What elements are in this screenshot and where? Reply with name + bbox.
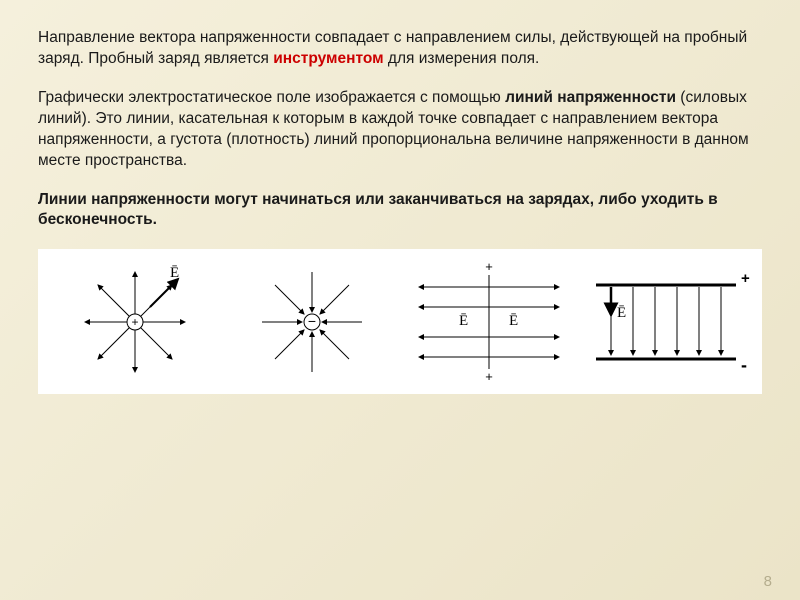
paragraph-3: Линии напряженности могут начинаться или…: [38, 190, 762, 232]
e-label-left: Ē: [459, 313, 468, 329]
figure-row: + Ē −: [38, 249, 762, 394]
paragraph-2: Графически электростатическое поле изобр…: [38, 88, 762, 172]
para2-bold: линий напряженности: [505, 89, 676, 106]
para1-highlight: инструментом: [273, 50, 383, 67]
para2-text-a: Графически электростатическое поле изобр…: [38, 89, 505, 106]
para1-text-b: для измерения поля.: [384, 50, 540, 67]
e-label-1: Ē: [170, 265, 179, 281]
paragraph-1: Направление вектора напряженности совпад…: [38, 28, 762, 70]
top-sign: +: [485, 259, 493, 274]
bottom-sign: +: [485, 369, 493, 384]
plate-bottom-sign: -: [741, 355, 747, 375]
figure-positive-charge: + Ē: [46, 257, 223, 387]
e-label-plate: Ē: [617, 305, 626, 321]
e-label-right: Ē: [509, 313, 518, 329]
page-number: 8: [764, 573, 772, 590]
figure-negative-charge: −: [223, 257, 400, 387]
charge-sign-minus: −: [307, 313, 315, 329]
figure-parallel-plates: + - Ē: [577, 257, 754, 387]
figure-opposing-field: + + Ē Ē: [400, 257, 577, 387]
plate-top-sign: +: [741, 270, 750, 287]
charge-sign-plus: +: [131, 315, 138, 329]
